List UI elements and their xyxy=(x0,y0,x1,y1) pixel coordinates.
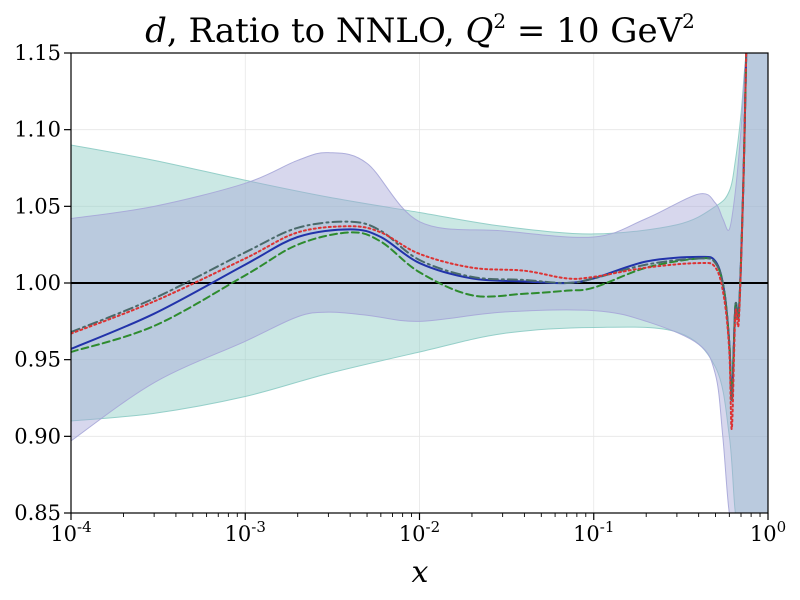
y-tick-label-1: 0.90 xyxy=(14,424,61,448)
x-tick-labels: 10-4 10-3 10-2 10-1 100 xyxy=(50,518,786,546)
x-tick-label-0: 10-4 xyxy=(50,518,91,546)
series-line-3 xyxy=(71,53,748,430)
x-tick-label-4: 100 xyxy=(750,518,786,546)
series-lines xyxy=(71,53,748,430)
y-tick-label-6: 1.15 xyxy=(14,41,61,65)
x-tick-label-2: 10-2 xyxy=(399,518,440,546)
axis-ticks xyxy=(64,52,769,520)
title-unit-exp: 2 xyxy=(682,9,695,33)
y-tick-label-2: 0.95 xyxy=(14,348,61,372)
title-q: Q xyxy=(466,11,494,51)
y-tick-label-3: 1.00 xyxy=(14,271,61,295)
y-tick-label-5: 1.10 xyxy=(14,118,61,142)
x-tick-label-1: 10-3 xyxy=(225,518,266,546)
title-variable: d xyxy=(145,11,167,51)
x-tick-label-3: 10-1 xyxy=(573,518,614,546)
title-q-exp: 2 xyxy=(493,9,506,33)
x-axis-label: x xyxy=(412,555,429,590)
title-eq: = 10 GeV xyxy=(506,11,683,51)
chart-title: d, Ratio to NNLO, Q2 = 10 GeV2 xyxy=(145,9,695,51)
y-tick-labels: 0.85 0.90 0.95 1.00 1.05 1.10 1.15 xyxy=(14,41,61,525)
y-tick-label-0: 0.85 xyxy=(14,501,61,525)
y-tick-label-4: 1.05 xyxy=(14,194,61,218)
title-text: , Ratio to NNLO, xyxy=(167,11,466,51)
